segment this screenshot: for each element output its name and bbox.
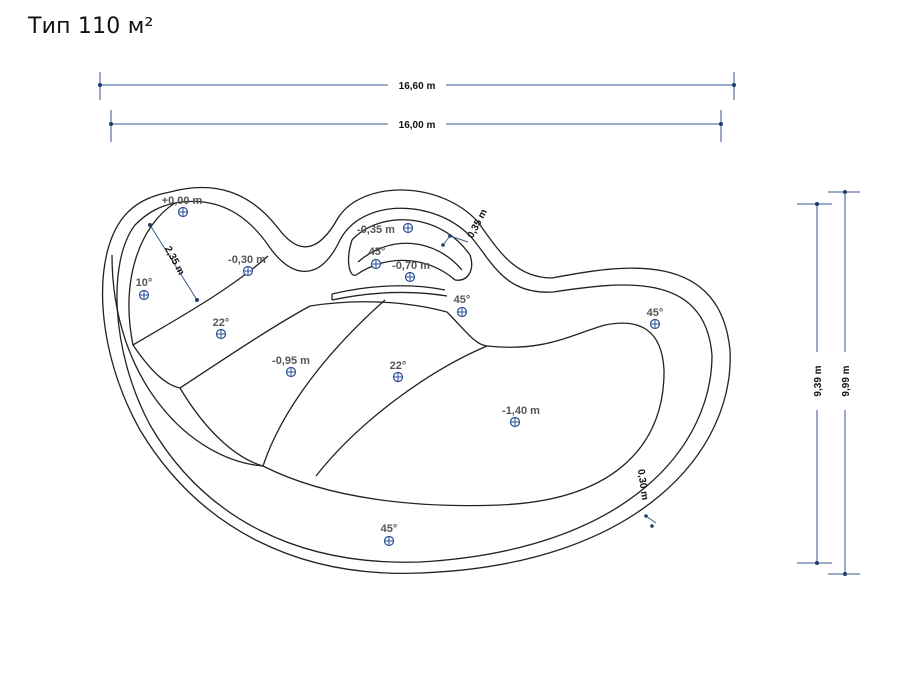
marker-a45-center: 45° (454, 294, 471, 318)
depth-label-p000: +0,00 m (162, 195, 203, 207)
step-bench-top (331, 285, 446, 295)
shelf-bottom-line (446, 311, 488, 347)
marker-p030: -0,30 m (228, 254, 266, 277)
terrace-line-2 (179, 305, 311, 389)
dimension-step: 0,35 m (441, 207, 490, 247)
ladder-dimension-label: 2,35 m (162, 244, 186, 277)
depth-label-p140: -1,40 m (502, 405, 540, 417)
step-arc-outer (351, 219, 471, 256)
dimension-ladder: 2,35 m (148, 223, 199, 302)
angle-label-a45-center: 45° (454, 294, 471, 306)
depth-label-p035: -0,35 m (357, 224, 395, 236)
dimension-edge: 0,30 m (635, 468, 657, 528)
marker-a10: 10° (136, 277, 153, 301)
marker-a45-right: 45° (647, 307, 664, 330)
depth-label-p070: -0,70 m (392, 260, 430, 272)
dimension-overall-width: 9,99 m (828, 190, 860, 576)
angle-label-a10: 10° (136, 277, 153, 289)
inner-width-label: 9,39 m (813, 365, 824, 396)
marker-a45-bottom: 45° (381, 523, 398, 547)
step-arc-inner (355, 259, 456, 281)
pool-floor-edge (111, 254, 665, 507)
left-floor-curve (179, 387, 264, 467)
inner-length-label: 16,00 m (399, 120, 436, 131)
slope-line-right (315, 345, 488, 477)
angle-label-a45-step: 45° (369, 246, 386, 258)
dimension-inner-length: 16,00 m (109, 110, 723, 142)
overall-width-label: 9,99 m (841, 365, 852, 396)
marker-a22-left: 22° (213, 317, 230, 340)
step-dimension-label: 0,35 m (466, 207, 490, 240)
marker-p095: -0,95 m (272, 355, 310, 378)
dimension-overall-length: 16,60 m (98, 72, 736, 100)
angle-label-a45-right: 45° (647, 307, 664, 319)
depth-label-p095: -0,95 m (272, 355, 310, 367)
step-right-wall (454, 254, 473, 281)
marker-p140: -1,40 m (502, 405, 540, 428)
marker-a22-mid: 22° (390, 360, 407, 383)
page-title: Тип 110 м² (28, 14, 154, 39)
angle-label-a45-bottom: 45° (381, 523, 398, 535)
pool-inner-edge (116, 200, 713, 563)
angle-label-a22-mid: 22° (390, 360, 407, 372)
step-bench-bottom (331, 291, 448, 301)
step-left-wall (347, 239, 357, 276)
marker-p000: +0,00 m (162, 195, 203, 218)
terrace-line-1 (132, 255, 269, 346)
marker-p035: -0,35 m (357, 222, 414, 236)
shelf-floor-line (309, 301, 448, 313)
step-arc-mid (357, 242, 463, 271)
slope-line-left (262, 299, 386, 467)
marker-p070: -0,70 m (392, 260, 430, 283)
angle-label-a22-left: 22° (213, 317, 230, 329)
overall-length-label: 16,60 m (399, 81, 436, 92)
dimension-inner-width: 9,39 m (797, 202, 832, 565)
left-bottom-edge (132, 344, 181, 389)
edge-dimension-label: 0,30 m (635, 468, 650, 500)
left-wall-strip (128, 202, 176, 346)
marker-a45-step: 45° (369, 246, 386, 270)
pool-outer-edge (101, 186, 731, 574)
depth-label-p030: -0,30 m (228, 254, 266, 266)
